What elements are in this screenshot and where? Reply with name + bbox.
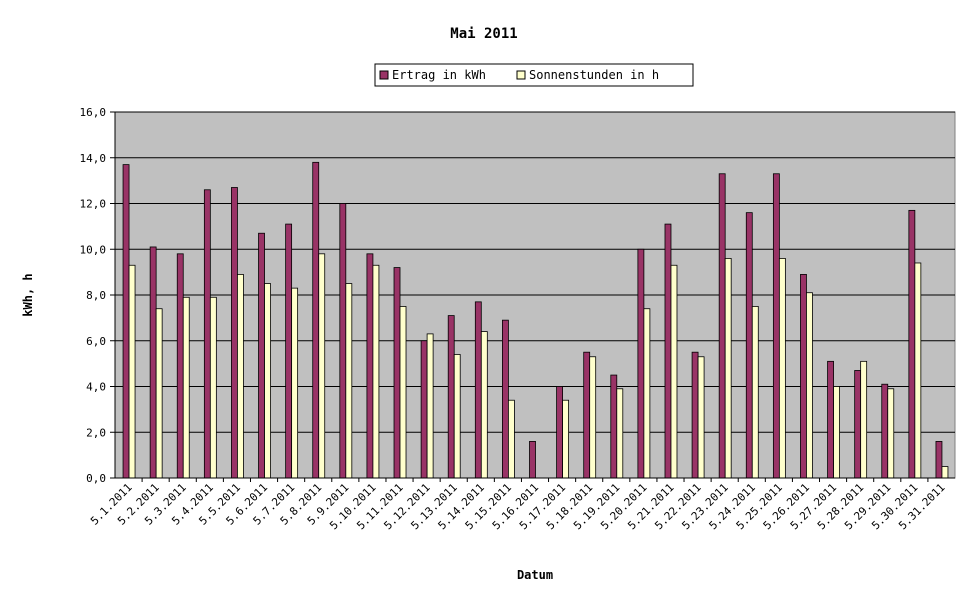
x-axis-ticks: 5.1.20115.2.20115.3.20115.4.20115.5.2011… bbox=[88, 478, 948, 532]
y-axis-ticks: 0,0 2,0 4,0 6,0 8,0 10,0 12,0 14,0 16,0 bbox=[80, 106, 955, 485]
bar-sonnenstunden bbox=[508, 399, 515, 479]
bar-sonnenstunden bbox=[697, 356, 705, 479]
bar-ertrag bbox=[854, 370, 862, 479]
y-tick-label: 12,0 bbox=[80, 198, 107, 211]
bar-sonnenstunden bbox=[941, 466, 949, 479]
y-tick-label: 14,0 bbox=[80, 152, 107, 165]
bar-sonnenstunden bbox=[589, 356, 597, 479]
bar-ertrag bbox=[474, 301, 482, 479]
bar-ertrag bbox=[366, 253, 374, 479]
bar-sonnenstunden bbox=[399, 306, 407, 479]
bar-sonnenstunden bbox=[670, 264, 678, 479]
bar-sonnenstunden bbox=[643, 308, 651, 479]
bar-sonnenstunden bbox=[155, 308, 163, 479]
legend-label-ertrag: Ertrag in kWh bbox=[392, 68, 486, 82]
chart-title: Mai 2011 bbox=[450, 26, 517, 42]
bar-ertrag bbox=[231, 187, 238, 479]
bars bbox=[122, 161, 949, 479]
y-tick-label: 6,0 bbox=[86, 335, 106, 348]
legend: Ertrag in kWh Sonnenstunden in h bbox=[374, 63, 694, 87]
bar-sonnenstunden bbox=[209, 296, 217, 479]
bar-ertrag bbox=[149, 246, 157, 479]
bar-ertrag bbox=[393, 267, 401, 479]
y-tick-label: 10,0 bbox=[80, 243, 107, 256]
y-tick-label: 8,0 bbox=[86, 289, 106, 302]
bar-sonnenstunden bbox=[778, 257, 786, 479]
bar-sonnenstunden bbox=[914, 262, 922, 479]
bar-sonnenstunden bbox=[291, 287, 299, 479]
bar-ertrag bbox=[718, 173, 726, 479]
bar-sonnenstunden bbox=[806, 292, 813, 479]
bar-sonnenstunden bbox=[372, 264, 380, 479]
bar-sonnenstunden bbox=[453, 354, 461, 479]
bar-ertrag bbox=[583, 351, 591, 479]
bar-ertrag bbox=[800, 274, 807, 479]
x-axis-title: Datum bbox=[517, 568, 553, 582]
bar-ertrag bbox=[881, 383, 889, 479]
y-axis-title: kWh, h bbox=[21, 273, 35, 316]
bar-sonnenstunden bbox=[833, 386, 840, 479]
bar-ertrag bbox=[691, 351, 699, 479]
bar-sonnenstunden bbox=[426, 333, 434, 479]
legend-swatch-sonnenstunden bbox=[516, 70, 526, 80]
bar-sonnenstunden bbox=[182, 296, 190, 479]
y-tick-label: 2,0 bbox=[86, 426, 106, 439]
bar-ertrag bbox=[664, 223, 672, 479]
bar-sonnenstunden bbox=[264, 283, 271, 479]
bar-sonnenstunden bbox=[562, 399, 569, 479]
bar-sonnenstunden bbox=[751, 306, 759, 479]
bar-sonnenstunden bbox=[616, 388, 624, 479]
bar-ertrag bbox=[745, 212, 753, 479]
bar-ertrag bbox=[447, 315, 455, 479]
y-tick-label: 16,0 bbox=[80, 106, 107, 119]
bar-ertrag bbox=[827, 360, 834, 479]
bar-ertrag bbox=[420, 340, 428, 479]
bar-ertrag bbox=[176, 253, 184, 479]
legend-label-sonnenstunden: Sonnenstunden in h bbox=[529, 68, 659, 82]
bar-ertrag bbox=[203, 189, 211, 479]
legend-swatch-ertrag bbox=[379, 70, 389, 80]
bar-sonnenstunden bbox=[480, 331, 488, 479]
y-tick-label: 4,0 bbox=[86, 381, 106, 394]
bar-ertrag bbox=[529, 440, 536, 479]
bar-ertrag bbox=[339, 203, 347, 479]
y-tick-label: 0,0 bbox=[86, 472, 106, 485]
bar-ertrag bbox=[772, 173, 780, 479]
gridlines bbox=[115, 111, 955, 433]
bar-sonnenstunden bbox=[860, 360, 868, 479]
legend-box bbox=[374, 63, 694, 87]
bar-sonnenstunden bbox=[318, 253, 326, 479]
bar-sonnenstunden bbox=[345, 283, 353, 479]
bar-ertrag bbox=[637, 248, 645, 479]
bar-sonnenstunden bbox=[724, 257, 732, 479]
bar-ertrag bbox=[502, 319, 509, 479]
bar-ertrag bbox=[908, 209, 916, 479]
bar-ertrag bbox=[610, 374, 618, 479]
bar-sonnenstunden bbox=[128, 264, 136, 479]
bar-ertrag bbox=[556, 386, 563, 479]
bar-sonnenstunden bbox=[887, 388, 895, 479]
bar-sonnenstunden bbox=[237, 274, 244, 479]
bar-ertrag bbox=[285, 223, 293, 479]
bar-ertrag bbox=[935, 440, 943, 479]
bar-ertrag bbox=[258, 232, 265, 479]
bar-ertrag bbox=[312, 161, 320, 479]
bar-ertrag bbox=[122, 164, 130, 479]
